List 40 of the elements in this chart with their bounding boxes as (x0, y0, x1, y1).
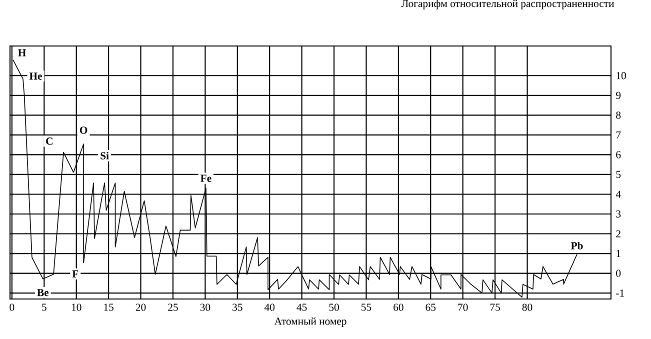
annotation: O (80, 126, 88, 134)
x-tick-label: 20 (136, 304, 146, 311)
x-tick-label: 55 (362, 304, 372, 311)
y-tick-label: 7 (616, 131, 621, 138)
x-tick-label: 80 (522, 304, 532, 311)
y-tick-label: 3 (616, 210, 621, 218)
annotation: F (72, 270, 78, 278)
annotation: Fe (200, 174, 212, 182)
x-tick-label: 10 (72, 304, 82, 311)
annotation: Pb (570, 242, 583, 250)
x-tick-label: 5 (42, 304, 46, 311)
x-tick-label: 50 (329, 304, 339, 311)
x-tick-label: 45 (296, 304, 307, 311)
y-axis-title: Логарифм относительной распространенности (401, 0, 614, 10)
y-tick-label: 5 (616, 170, 621, 178)
x-tick-label: 15 (104, 304, 114, 311)
y-tick-label: 2 (616, 230, 620, 238)
annotation: C (46, 138, 52, 145)
x-tick-label: 30 (200, 304, 210, 311)
y-tick-label: 1 (616, 250, 620, 258)
x-tick-label: 25 (168, 304, 178, 311)
y-tick-label: 10 (616, 72, 626, 80)
annotation: Be (37, 289, 49, 296)
x-tick-label: 75 (490, 304, 500, 311)
y-tick-label: 0 (616, 270, 621, 277)
x-axis-title: Атомный номер (274, 317, 346, 327)
x-tick-label: 40 (264, 304, 275, 311)
y-tick-label: 6 (616, 151, 621, 158)
y-tick-label: 4 (616, 190, 621, 198)
x-tick-label: 65 (426, 304, 436, 311)
annotation: Si (100, 152, 109, 160)
x-tick-label: 0 (10, 304, 14, 311)
annotation: H (18, 49, 26, 56)
annotation: He (29, 72, 42, 80)
x-tick-label: 60 (394, 304, 404, 311)
x-tick-label: 70 (458, 304, 468, 311)
y-tick-label: 8 (616, 112, 621, 119)
y-tick-label: -1 (616, 290, 624, 297)
x-tick-label: 35 (232, 304, 242, 311)
y-tick-label: 9 (616, 92, 621, 99)
